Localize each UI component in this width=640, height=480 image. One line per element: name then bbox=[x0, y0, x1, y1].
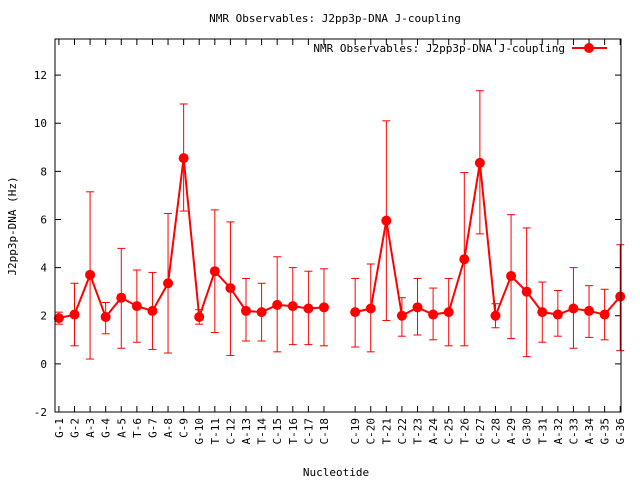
x-tick-label: G-2 bbox=[68, 418, 81, 438]
x-tick-label: G-30 bbox=[521, 418, 534, 445]
data-point bbox=[428, 309, 439, 320]
y-axis-label: J2pp3p-DNA (Hz) bbox=[6, 176, 19, 275]
x-tick-label: C-17 bbox=[302, 418, 315, 445]
y-tick-label: 4 bbox=[40, 262, 47, 275]
data-point bbox=[225, 283, 236, 294]
y-tick-label: 0 bbox=[40, 358, 47, 371]
data-point bbox=[490, 310, 501, 321]
data-point bbox=[303, 303, 314, 314]
data-point bbox=[443, 307, 454, 318]
data-point bbox=[412, 302, 423, 313]
data-point bbox=[537, 307, 548, 318]
y-tick-label: 6 bbox=[40, 213, 47, 226]
x-tick-label: C-28 bbox=[489, 418, 502, 445]
x-tick-label: T-16 bbox=[287, 418, 300, 445]
x-tick-label: T-21 bbox=[380, 418, 393, 445]
x-tick-label: A-5 bbox=[115, 418, 128, 438]
x-tick-label: C-33 bbox=[567, 418, 580, 445]
x-tick-label: A-3 bbox=[84, 418, 97, 438]
data-point bbox=[381, 215, 392, 226]
data-point bbox=[85, 269, 96, 280]
data-point bbox=[53, 313, 64, 324]
data-point bbox=[521, 286, 532, 297]
data-point bbox=[318, 302, 329, 313]
legend-marker bbox=[584, 43, 594, 53]
x-tick-label: C-25 bbox=[443, 418, 456, 445]
x-tick-label: C-12 bbox=[224, 418, 237, 445]
data-point bbox=[506, 271, 517, 282]
y-tick-label: 12 bbox=[34, 69, 47, 82]
data-point bbox=[116, 292, 127, 303]
x-axis-ticks: G-1 G-2 A-3 G-4 A-5 T-6 G-7 A-8 C-9 G-10 T-11 C-12 A… bbox=[53, 39, 627, 445]
data-point bbox=[163, 278, 174, 289]
series-line bbox=[58, 157, 325, 320]
x-tick-label: A-24 bbox=[427, 418, 440, 445]
legend: NMR Observables: J2pp3p-DNA J-coupling bbox=[313, 42, 607, 55]
data-point bbox=[272, 299, 283, 310]
data-point bbox=[256, 307, 267, 318]
y-tick-label: 10 bbox=[34, 117, 47, 130]
data-point bbox=[599, 309, 610, 320]
y-tick-label: -2 bbox=[34, 406, 47, 419]
x-tick-label: G-7 bbox=[146, 418, 159, 438]
data-point bbox=[100, 311, 111, 322]
data-point bbox=[474, 157, 485, 168]
plot-frame bbox=[54, 38, 622, 413]
x-tick-label: A-34 bbox=[583, 418, 596, 445]
x-tick-label: A-8 bbox=[162, 418, 175, 438]
x-tick-label: C-20 bbox=[365, 418, 378, 445]
x-tick-label: G-4 bbox=[100, 418, 113, 438]
x-tick-label: A-29 bbox=[505, 418, 518, 445]
x-tick-label: T-23 bbox=[412, 418, 425, 445]
data-point bbox=[615, 291, 626, 302]
legend-label: NMR Observables: J2pp3p-DNA J-coupling bbox=[313, 42, 565, 55]
data-point bbox=[584, 305, 595, 316]
plot-area bbox=[53, 90, 626, 360]
y-axis-ticks: -2 0 2 4 6 8 10 12 bbox=[34, 69, 621, 419]
x-tick-label: G-36 bbox=[614, 418, 627, 445]
x-tick-label: G-27 bbox=[474, 418, 487, 445]
x-tick-label: C-18 bbox=[318, 418, 331, 445]
data-point bbox=[552, 309, 563, 320]
x-tick-label: A-13 bbox=[240, 418, 253, 445]
data-point bbox=[350, 307, 361, 318]
x-tick-label: T-31 bbox=[536, 418, 549, 445]
x-tick-label: G-1 bbox=[53, 418, 66, 438]
x-tick-label: C-9 bbox=[178, 418, 191, 438]
data-point bbox=[459, 254, 470, 265]
series-line bbox=[354, 162, 621, 318]
x-tick-label: G-35 bbox=[599, 418, 612, 445]
x-tick-label: C-19 bbox=[349, 418, 362, 445]
data-point bbox=[209, 266, 220, 277]
data-point bbox=[147, 305, 158, 316]
x-axis-label: Nucleotide bbox=[303, 466, 369, 479]
x-tick-label: C-22 bbox=[396, 418, 409, 445]
x-tick-label: T-14 bbox=[256, 418, 269, 445]
x-tick-label: G-10 bbox=[193, 418, 206, 445]
y-tick-label: 8 bbox=[40, 165, 47, 178]
data-point bbox=[241, 305, 252, 316]
data-point bbox=[287, 301, 298, 312]
data-point bbox=[194, 311, 205, 322]
x-tick-label: T-11 bbox=[209, 418, 222, 445]
x-tick-label: T-26 bbox=[458, 418, 471, 445]
x-tick-label: A-32 bbox=[552, 418, 565, 445]
data-point bbox=[365, 303, 376, 314]
data-point bbox=[69, 309, 80, 320]
x-tick-label: T-6 bbox=[131, 418, 144, 438]
data-point bbox=[131, 301, 142, 312]
data-point bbox=[396, 310, 407, 321]
x-tick-label: C-15 bbox=[271, 418, 284, 445]
data-point bbox=[178, 153, 189, 164]
y-tick-label: 2 bbox=[40, 310, 47, 323]
data-point bbox=[568, 303, 579, 314]
chart-title: NMR Observables: J2pp3p-DNA J-coupling bbox=[209, 12, 461, 25]
